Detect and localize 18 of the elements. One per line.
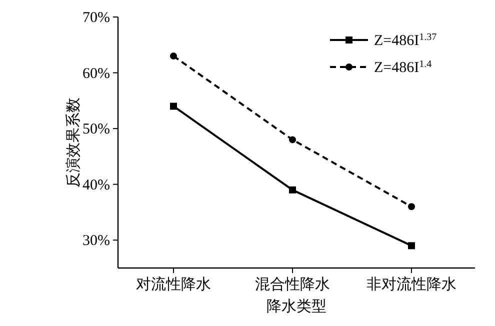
point <box>170 102 177 110</box>
y-axis-title: 反演效果系数 <box>65 98 82 188</box>
legend-label: Z=486I$^{1.4}$ <box>374 58 432 76</box>
point <box>289 186 296 194</box>
x-tick-label: 非对流性降水 <box>366 276 456 293</box>
point <box>289 136 296 144</box>
y-tick-label: 60% <box>82 66 110 82</box>
y-tick-label: 70% <box>82 10 110 26</box>
x-tick-label: 对流性降水 <box>136 276 211 293</box>
point <box>408 203 415 210</box>
legend-label: Z=486I$^{1.37}$ <box>374 32 437 49</box>
point <box>170 52 177 60</box>
point <box>408 242 415 250</box>
x-axis-title: 降水类型 <box>266 298 326 315</box>
x-tick-label: 混合性降水 <box>255 276 330 293</box>
y-tick-label: 50% <box>82 122 110 138</box>
y-tick-label: 40% <box>82 177 110 194</box>
y-tick-label: 30% <box>82 233 110 250</box>
